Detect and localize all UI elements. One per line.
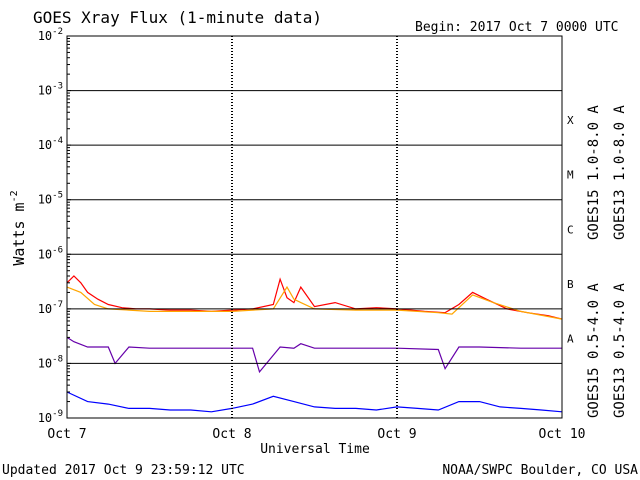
legend-label: GOES13 1.0-8.0 A xyxy=(612,105,628,240)
y-axis-label-group: Watts m-2 xyxy=(9,190,28,265)
series-line xyxy=(66,391,563,413)
begin-label: Begin: 2017 Oct 7 0000 UTC xyxy=(415,20,619,35)
y-tick-label: 10-7 xyxy=(38,300,63,316)
series-line xyxy=(66,336,562,374)
x-axis-label: Universal Time xyxy=(260,442,370,457)
plot-frame xyxy=(66,35,563,419)
legend-label: GOES15 1.0-8.0 A xyxy=(586,105,602,240)
x-tick-label: Oct 10 xyxy=(539,427,586,442)
y-axis-label-exponent: -2 xyxy=(9,190,20,202)
grid-layer xyxy=(67,36,562,418)
legend-goes13-short: GOES13 0.5-4.0 A xyxy=(612,283,628,418)
credit-label: NOAA/SWPC Boulder, CO USA xyxy=(442,463,638,478)
x-tick-label: Oct 7 xyxy=(47,427,86,442)
flare-class-label: X xyxy=(567,114,574,127)
y-tick-label: 10-5 xyxy=(38,191,63,207)
x-tick-labels: Oct 7 Oct 8 Oct 9 Oct 10 xyxy=(47,427,585,442)
chart-title: GOES Xray Flux (1-minute data) xyxy=(33,8,322,27)
updated-timestamp: Updated 2017 Oct 9 23:59:12 UTC xyxy=(2,463,245,478)
flare-class-labels: X M C B A xyxy=(567,114,574,345)
flare-class-label: C xyxy=(567,223,574,236)
flare-class-label: B xyxy=(567,278,574,291)
legend-label: GOES13 0.5-4.0 A xyxy=(612,283,628,418)
y-tick-label: 10-6 xyxy=(38,245,63,261)
x-tick-label: Oct 9 xyxy=(377,427,416,442)
legend-goes15-long: GOES15 1.0-8.0 A xyxy=(586,105,602,240)
flare-class-label: M xyxy=(567,169,574,182)
flare-class-label: A xyxy=(567,332,574,345)
legend-label: GOES15 0.5-4.0 A xyxy=(586,283,602,418)
legend-goes13-long: GOES13 1.0-8.0 A xyxy=(612,105,628,240)
series-line xyxy=(66,285,563,320)
y-tick-labels: 10-2 10-3 10-4 10-5 10-6 10-7 10-8 10-9 xyxy=(38,27,71,425)
series-line xyxy=(66,275,563,320)
y-tick-label: 10-2 xyxy=(38,27,63,43)
svg-text:Watts m-2: Watts m-2 xyxy=(9,190,28,265)
legend-goes15-short: GOES15 0.5-4.0 A xyxy=(586,283,602,418)
x-tick-label: Oct 8 xyxy=(212,427,251,442)
y-tick-label: 10-4 xyxy=(38,136,63,152)
y-tick-label: 10-8 xyxy=(38,354,63,370)
y-axis-label: Watts m xyxy=(10,202,28,265)
series-layer xyxy=(66,275,563,413)
y-tick-label: 10-9 xyxy=(38,409,63,425)
y-tick-label: 10-3 xyxy=(38,82,63,98)
